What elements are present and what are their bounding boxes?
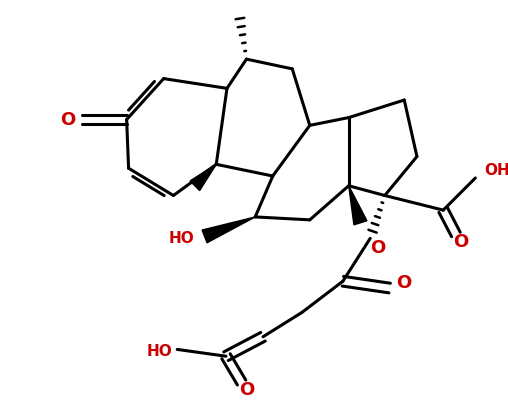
Text: O: O [396,274,411,292]
Text: O: O [239,381,254,399]
Text: O: O [370,239,386,257]
Text: O: O [60,110,76,128]
Text: OH: OH [484,163,508,178]
Text: O: O [453,233,468,251]
Text: HO: HO [147,344,173,359]
Polygon shape [348,186,367,225]
Polygon shape [190,164,216,190]
Text: HO: HO [168,231,194,246]
Polygon shape [202,217,255,243]
